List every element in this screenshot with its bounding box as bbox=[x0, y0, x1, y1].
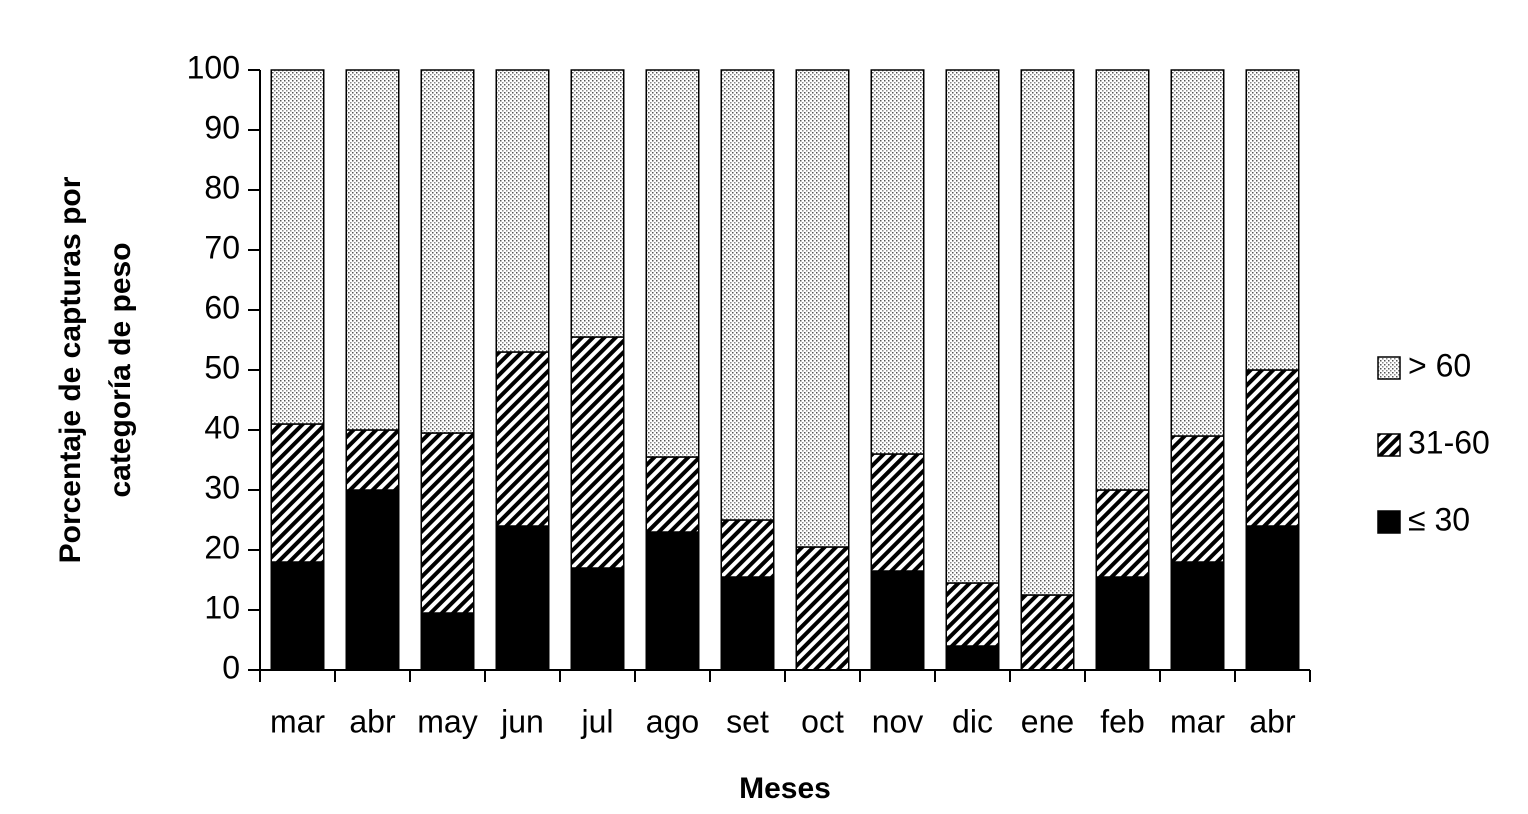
bar-segment bbox=[270, 69, 325, 425]
x-tick-label: mar bbox=[1170, 703, 1225, 739]
x-axis-label: Meses bbox=[739, 772, 831, 805]
bar-segment bbox=[1020, 69, 1075, 596]
bar-segment bbox=[570, 336, 625, 569]
bar-segment bbox=[345, 69, 400, 431]
bar-segment bbox=[1245, 69, 1300, 371]
y-tick-label: 30 bbox=[204, 469, 240, 505]
bar-segment bbox=[1245, 369, 1300, 527]
y-tick-label: 20 bbox=[204, 529, 240, 565]
bar-segment bbox=[870, 69, 925, 455]
y-tick-label: 40 bbox=[204, 409, 240, 445]
y-tick-label: 10 bbox=[204, 589, 240, 625]
bar-segment bbox=[1095, 576, 1150, 671]
bar-segment bbox=[420, 432, 475, 614]
bar-segment bbox=[1170, 561, 1225, 671]
bar-segment bbox=[495, 351, 550, 527]
x-tick-label: set bbox=[726, 703, 769, 739]
x-tick-label: jul bbox=[580, 703, 613, 739]
x-tick-label: jun bbox=[500, 703, 544, 739]
y-tick-label: 60 bbox=[204, 289, 240, 325]
bar-segment bbox=[645, 531, 700, 671]
y-tick-label: 90 bbox=[204, 109, 240, 145]
bar-segment bbox=[945, 582, 1000, 647]
legend-label: 31-60 bbox=[1408, 424, 1490, 460]
legend-swatch bbox=[1377, 510, 1401, 534]
bar-segment bbox=[345, 489, 400, 671]
bar-segment bbox=[720, 576, 775, 671]
bar-segment bbox=[420, 69, 475, 434]
y-tick-label: 80 bbox=[204, 169, 240, 205]
x-tick-label: abr bbox=[1249, 703, 1296, 739]
bar-segment bbox=[870, 570, 925, 671]
y-tick-label: 0 bbox=[222, 649, 240, 685]
bar-segment bbox=[270, 561, 325, 671]
y-tick-label: 70 bbox=[204, 229, 240, 265]
x-tick-label: dic bbox=[952, 703, 993, 739]
y-tick-label: 50 bbox=[204, 349, 240, 385]
bar-segment bbox=[570, 69, 625, 338]
bar-segment bbox=[1095, 69, 1150, 491]
bar-segment bbox=[1020, 594, 1075, 671]
bar-segment bbox=[795, 69, 850, 548]
legend-swatch bbox=[1377, 356, 1401, 380]
bar-segment bbox=[870, 453, 925, 572]
bar-segment bbox=[345, 429, 400, 491]
y-axis-label: Porcentaje de capturas por bbox=[54, 176, 87, 563]
bar-segment bbox=[645, 456, 700, 533]
x-tick-label: mar bbox=[270, 703, 325, 739]
y-tick-label: 100 bbox=[187, 49, 240, 85]
bar-segment bbox=[1245, 525, 1300, 671]
bar-segment bbox=[795, 546, 850, 671]
bar-segment bbox=[495, 69, 550, 353]
y-axis-label: categoría de peso bbox=[104, 242, 137, 497]
x-tick-label: abr bbox=[349, 703, 396, 739]
bar-segment bbox=[1170, 435, 1225, 563]
bar-segment bbox=[270, 423, 325, 563]
x-tick-label: ago bbox=[646, 703, 699, 739]
bar-segment bbox=[645, 69, 700, 458]
x-tick-label: ene bbox=[1021, 703, 1074, 739]
x-tick-label: nov bbox=[872, 703, 924, 739]
bar-segment bbox=[495, 525, 550, 671]
legend-label: > 60 bbox=[1408, 347, 1471, 383]
bar-segment bbox=[420, 612, 475, 671]
bar-segment bbox=[1170, 69, 1225, 437]
bar-segment bbox=[570, 567, 625, 671]
bar-segment bbox=[945, 69, 1000, 584]
bar-segment bbox=[720, 69, 775, 521]
bar-segment bbox=[1095, 489, 1150, 578]
bar-segment bbox=[945, 645, 1000, 671]
x-tick-label: feb bbox=[1100, 703, 1144, 739]
x-tick-label: may bbox=[417, 703, 477, 739]
legend-label: ≤ 30 bbox=[1408, 501, 1470, 537]
legend-swatch bbox=[1377, 433, 1401, 457]
bar-segment bbox=[720, 519, 775, 578]
x-tick-label: oct bbox=[801, 703, 844, 739]
